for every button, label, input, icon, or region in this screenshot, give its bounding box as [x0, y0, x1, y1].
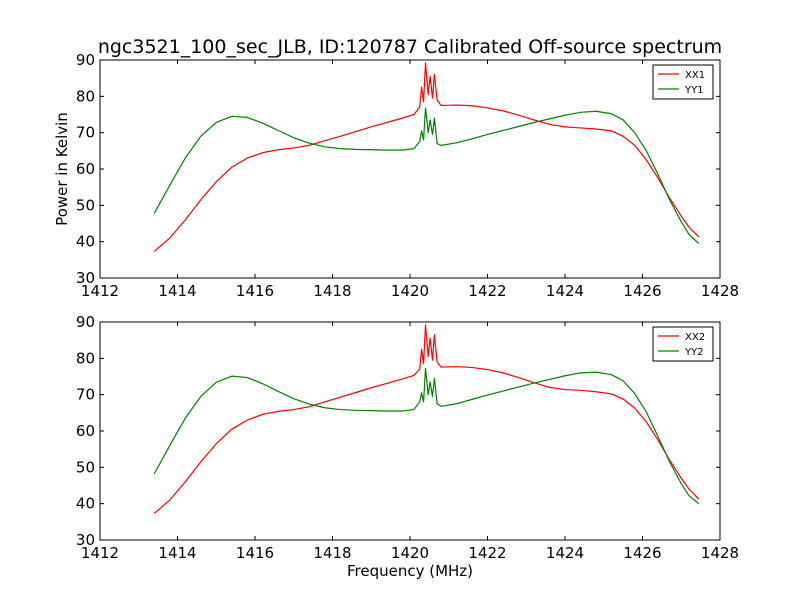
panel-2-y-tick-label: 80 [76, 349, 95, 367]
panel-2-x-tick-label: 1420 [391, 544, 429, 562]
panel-2-x-tick-label: 1422 [468, 544, 506, 562]
panel-1-x-tick-label: 1420 [391, 282, 429, 300]
panel-1-x-tick-label: 1426 [623, 282, 661, 300]
panel-2-x-tick-label: 1416 [236, 544, 274, 562]
panel-2-series-group [153, 324, 700, 514]
panel-1-x-tick-label: 1412 [81, 282, 119, 300]
panel-1-y-tick-label: 90 [76, 51, 95, 69]
panel-2-y-tick-label: 50 [76, 458, 95, 476]
panel-1-legend-box [652, 64, 714, 100]
panel-1-y-tick-label: 30 [76, 269, 95, 287]
figure-title: ngc3521_100_sec_JLB, ID:120787 Calibrate… [98, 36, 722, 58]
panel-2-y-tick-label: 70 [76, 386, 95, 404]
panel-2-legend-box [652, 326, 714, 362]
panel-2-y-tick-label: 40 [76, 495, 95, 513]
panel-2-y-tick-label: 90 [76, 313, 95, 331]
panel-1: 1412 1414 1416 1418 1420 1422 1424 1426 1428 30 40… [53, 51, 739, 300]
panel-2-x-tick-label: 1412 [81, 544, 119, 562]
panel-1-y-tick-label: 50 [76, 196, 95, 214]
panel-1-legend-label-yy1: YY1 [684, 85, 704, 96]
panel-1-y-tick-label: 40 [76, 233, 95, 251]
panel-2-x-tick-label: 1418 [313, 544, 351, 562]
panel-2-x-tick-label: 1414 [158, 544, 196, 562]
panel-2-x-tick-label: 1426 [623, 544, 661, 562]
panel-1-y-tick-label: 70 [76, 124, 95, 142]
panel-2-x-axis-label: Frequency (MHz) [347, 562, 473, 580]
panel-1-series-line-xx1 [153, 62, 700, 252]
panel-1-x-tick-label: 1422 [468, 282, 506, 300]
panel-2-y-tick-label: 60 [76, 422, 95, 440]
panel-1-x-tick-label: 1416 [236, 282, 274, 300]
panel-1-x-tick-label: 1414 [158, 282, 196, 300]
panel-2-y-tick-label: 30 [76, 531, 95, 549]
panel-1-x-tick-label: 1424 [546, 282, 584, 300]
panel-1-y-tick-label: 80 [76, 87, 95, 105]
panel-1-series-group [153, 62, 700, 252]
panel-1-y-tick-label: 60 [76, 160, 95, 178]
panel-2-series-line-yy2 [153, 367, 700, 505]
panel-2-x-tick-label: 1424 [546, 544, 584, 562]
panel-1-x-tick-label: 1428 [701, 282, 739, 300]
panel-1-legend-label-xx1: XX1 [685, 70, 705, 81]
panel-1-series-line-yy1 [153, 107, 700, 244]
panel-1-x-tick-label: 1418 [313, 282, 351, 300]
panel-2: 1412 1414 1416 1418 1420 1422 1424 1426 1428 30 40… [76, 313, 739, 580]
panel-2-legend-label-xx2: XX2 [685, 332, 705, 343]
chart-panels: 1412 1414 1416 1418 1420 1422 1424 1426 1428 30 40… [53, 51, 739, 580]
panel-1-y-axis-label: Power in Kelvin [53, 112, 71, 226]
panel-2-series-line-xx2 [153, 324, 700, 514]
panel-2-x-tick-label: 1428 [701, 544, 739, 562]
panel-2-legend-label-yy2: YY2 [684, 347, 704, 358]
